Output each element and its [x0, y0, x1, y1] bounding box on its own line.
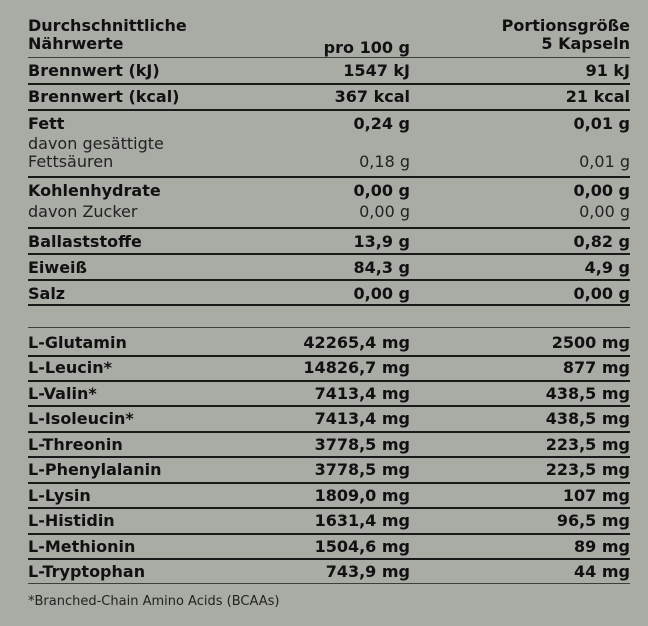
divider — [28, 533, 630, 535]
divider — [28, 57, 630, 58]
divider — [28, 327, 630, 328]
header-col-label: Durchschnittliche Nährwerte — [28, 16, 187, 53]
divider — [28, 558, 630, 560]
divider — [28, 279, 630, 281]
divider — [28, 380, 630, 382]
divider — [28, 431, 630, 433]
divider — [28, 304, 630, 306]
header-col-portion: Portionsgröße 5 Kapseln — [501, 16, 630, 53]
divider — [28, 583, 630, 584]
divider — [28, 109, 630, 111]
divider — [28, 355, 630, 357]
divider — [28, 456, 630, 458]
footnote: *Branched-Chain Amino Acids (BCAAs) — [28, 594, 280, 609]
divider — [28, 227, 630, 229]
table-header: Durchschnittliche Nährwerte pro 100 g Po… — [28, 17, 630, 57]
header-col-per100: pro 100 g — [323, 38, 410, 57]
divider — [28, 405, 630, 407]
divider — [28, 83, 630, 85]
divider — [28, 507, 630, 509]
divider — [28, 253, 630, 255]
divider — [28, 176, 630, 178]
divider — [28, 482, 630, 484]
